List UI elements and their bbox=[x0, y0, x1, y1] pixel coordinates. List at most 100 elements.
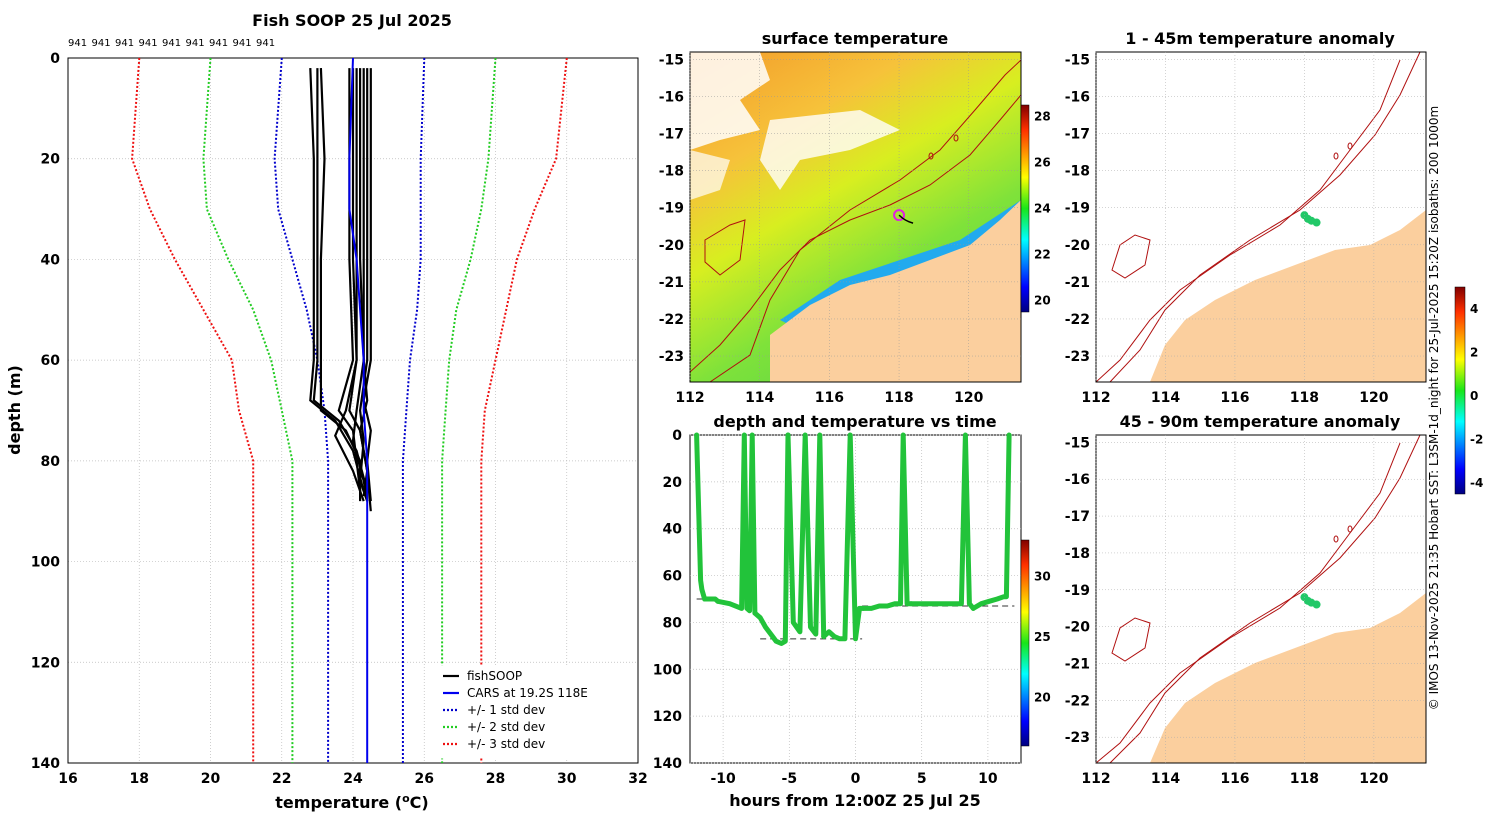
x-tick-label: 18 bbox=[130, 771, 149, 787]
sst-map: surface temperature 112 114 116 118 120 -15 -… bbox=[659, 29, 1051, 406]
x-tick-label: -5 bbox=[782, 771, 798, 787]
y-tick-label: 140 bbox=[31, 756, 60, 772]
profile-count-label: 941 bbox=[209, 38, 228, 49]
sst-colorbar bbox=[1020, 104, 1030, 313]
land bbox=[770, 200, 1021, 382]
x-tick-label: 118 bbox=[884, 390, 913, 406]
x-tick-label: 114 bbox=[745, 390, 774, 406]
y-tick-label: 0 bbox=[50, 51, 60, 67]
fishsoop-profile bbox=[333, 68, 365, 502]
colorbar-tick-label: 30 bbox=[1034, 569, 1051, 583]
y-tick-label: 80 bbox=[41, 454, 61, 470]
y-tick-label: -23 bbox=[659, 349, 684, 365]
x-tick-label: 32 bbox=[628, 771, 647, 787]
y-tick-label: -16 bbox=[1065, 89, 1090, 105]
y-tick-label: -22 bbox=[659, 312, 684, 328]
y-tick-label: -21 bbox=[1065, 656, 1090, 672]
x-tick-label: 10 bbox=[978, 771, 998, 787]
x-tick-label: 22 bbox=[272, 771, 291, 787]
isobath-seamount bbox=[1333, 152, 1339, 160]
isobath-1000m bbox=[709, 59, 1021, 382]
y-tick-label: 100 bbox=[653, 662, 682, 678]
y-tick-label: -20 bbox=[1065, 238, 1091, 254]
isobath-seamount bbox=[1347, 142, 1353, 150]
isobath-200m bbox=[1096, 442, 1401, 763]
x-tick-label: 0 bbox=[851, 771, 861, 787]
x-tick-label: 114 bbox=[1151, 771, 1180, 787]
profile-count-label: 941 bbox=[68, 38, 87, 49]
dive-trace bbox=[860, 432, 914, 611]
anomaly-point bbox=[1312, 218, 1321, 227]
anomaly-shallow-title: 1 - 45m temperature anomaly bbox=[1125, 29, 1395, 48]
colorbar-tick-label: 20 bbox=[1034, 294, 1051, 308]
x-tick-label: 120 bbox=[1359, 771, 1388, 787]
sst-map-title: surface temperature bbox=[762, 29, 949, 48]
y-tick-label: -17 bbox=[1065, 509, 1090, 525]
y-tick-label: -20 bbox=[1065, 620, 1091, 636]
x-tick-label: 116 bbox=[815, 390, 844, 406]
y-tick-label: 20 bbox=[41, 152, 61, 168]
legend-entry: +/- 3 std dev bbox=[467, 737, 545, 751]
colorbar-tick-label: 24 bbox=[1034, 202, 1051, 216]
y-tick-label: 40 bbox=[663, 522, 683, 538]
anomaly-deep-title: 45 - 90m temperature anomaly bbox=[1120, 412, 1401, 431]
isobath-1000m bbox=[1109, 52, 1421, 382]
dive-trace bbox=[752, 432, 791, 646]
legend-entry: fishSOOP bbox=[467, 669, 522, 683]
legend-entry: +/- 1 std dev bbox=[467, 703, 545, 717]
y-tick-label: -19 bbox=[1065, 201, 1090, 217]
std3-plus-line bbox=[480, 57, 568, 763]
colorbar-tick-label: -4 bbox=[1470, 476, 1483, 490]
std2-minus-line bbox=[202, 57, 294, 763]
legend-entry: +/- 2 std dev bbox=[467, 720, 545, 734]
cloud-patch bbox=[690, 52, 770, 150]
isobath-seamount bbox=[1333, 535, 1339, 543]
y-tick-label: -23 bbox=[1065, 730, 1090, 746]
sst-map-plot bbox=[690, 52, 1021, 382]
profile-count-label: 941 bbox=[256, 38, 275, 49]
dive-trace bbox=[821, 432, 866, 642]
profile-legend: fishSOOP CARS at 19.2S 118E +/- 1 std dev +… bbox=[437, 665, 635, 759]
colorbar-tick-label: 0 bbox=[1470, 389, 1478, 403]
time-series-colorbar bbox=[1020, 539, 1030, 747]
y-tick-label: -18 bbox=[659, 164, 684, 180]
y-tick-label: 80 bbox=[663, 615, 683, 631]
x-tick-label: 20 bbox=[201, 771, 221, 787]
y-tick-label: 120 bbox=[653, 709, 682, 725]
isobath-bank bbox=[1111, 234, 1151, 279]
x-tick-label: 28 bbox=[486, 771, 505, 787]
x-tick-label: 5 bbox=[917, 771, 927, 787]
side-caption: © IMOS 13-Nov-2025 21:35 Hobart SST: L3S… bbox=[1427, 106, 1441, 710]
y-tick-label: -21 bbox=[1065, 275, 1090, 291]
colorbar-tick-label: 20 bbox=[1034, 691, 1051, 705]
land bbox=[1150, 210, 1426, 382]
y-tick-label: -21 bbox=[659, 275, 684, 291]
land bbox=[1150, 593, 1426, 763]
y-tick-label: 40 bbox=[41, 252, 61, 268]
y-tick-label: -18 bbox=[1065, 164, 1090, 180]
std1-minus-line bbox=[273, 57, 330, 763]
y-tick-label: -23 bbox=[1065, 349, 1090, 365]
anomaly-point bbox=[1312, 600, 1321, 609]
fishsoop-profile bbox=[351, 68, 369, 502]
profile-count-label: 941 bbox=[186, 38, 205, 49]
fishsoop-profile bbox=[309, 68, 365, 492]
x-tick-label: 26 bbox=[415, 771, 434, 787]
x-tick-label: 24 bbox=[343, 771, 363, 787]
anomaly-deep-map: 45 - 90m temperature anomaly 112 114 116 11… bbox=[1065, 412, 1427, 787]
isobath-seamount bbox=[953, 134, 959, 142]
profile-x-axis-label: temperature (oC) bbox=[275, 792, 428, 812]
colorbar-tick-label: -2 bbox=[1470, 433, 1483, 447]
std2-plus-line bbox=[441, 57, 497, 763]
x-tick-label: 116 bbox=[1220, 390, 1249, 406]
profile-count-label: 941 bbox=[139, 38, 158, 49]
colorbar-tick-label: 26 bbox=[1034, 156, 1051, 170]
dive-trace bbox=[785, 432, 827, 639]
isobath-200m bbox=[1096, 59, 1401, 382]
isobath-seamount bbox=[928, 152, 934, 160]
y-tick-label: -17 bbox=[1065, 127, 1090, 143]
y-tick-label: -15 bbox=[659, 52, 684, 68]
std3-minus-line bbox=[131, 57, 255, 763]
y-tick-label: 60 bbox=[663, 569, 683, 585]
